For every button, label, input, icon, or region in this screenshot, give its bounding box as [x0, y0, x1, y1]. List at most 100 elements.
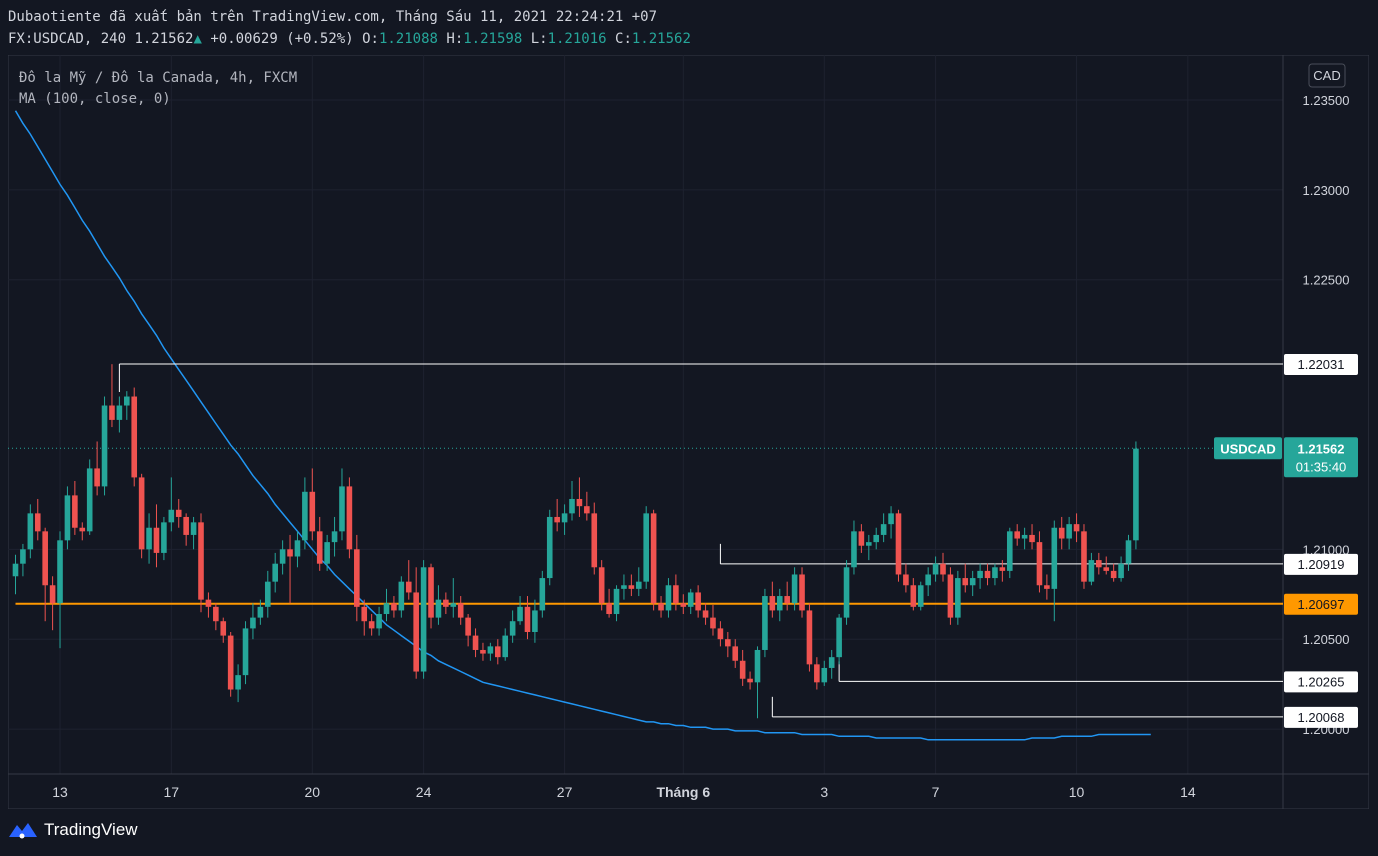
- candle: [79, 522, 86, 541]
- candle: [955, 570, 961, 625]
- candle-body: [339, 486, 345, 532]
- candle: [702, 603, 709, 625]
- candle-body: [895, 513, 902, 575]
- candle: [1133, 441, 1139, 550]
- candle: [190, 516, 197, 550]
- time-tick-label: 20: [305, 784, 321, 800]
- candle: [584, 491, 590, 521]
- candle: [495, 639, 501, 665]
- candle-body: [769, 596, 776, 611]
- candle-body: [1029, 534, 1035, 543]
- close-label: C:: [615, 31, 632, 47]
- candle: [279, 540, 286, 575]
- candle: [12, 554, 19, 595]
- candle: [1118, 556, 1124, 582]
- candle-body: [539, 578, 546, 611]
- candle: [843, 560, 850, 625]
- candle-body: [888, 513, 894, 525]
- level-price-badge: [1284, 671, 1358, 693]
- candle-body: [183, 516, 189, 535]
- candle: [680, 594, 687, 615]
- low-label: L:: [530, 31, 548, 47]
- candle-body: [1096, 560, 1102, 568]
- candle: [1096, 552, 1102, 575]
- candle-body: [383, 603, 390, 615]
- price-tick-label: 1.23500: [1303, 93, 1350, 108]
- candle-body: [673, 585, 679, 604]
- candle-body: [331, 531, 338, 543]
- candle: [205, 592, 212, 618]
- candle-body: [784, 596, 790, 604]
- candle: [302, 477, 308, 550]
- candle: [1081, 524, 1087, 589]
- candle: [168, 477, 175, 532]
- candle-body: [732, 646, 739, 661]
- candle: [546, 509, 553, 586]
- chart-frame[interactable]: 1.23500 1.23000 1.22500 1.21000 1.20500 1.200…: [7, 54, 1370, 810]
- candle-body: [658, 603, 664, 611]
- close-value: 1.21562: [631, 31, 691, 47]
- candle-body: [443, 599, 449, 607]
- candle-body: [1036, 542, 1043, 586]
- candle: [992, 563, 998, 586]
- candle: [658, 596, 664, 618]
- candle-body: [836, 617, 842, 658]
- candle: [450, 578, 457, 618]
- candle: [821, 660, 828, 686]
- candle: [791, 567, 798, 611]
- candle-body: [955, 578, 961, 618]
- candle: [1036, 531, 1043, 593]
- candle: [198, 513, 204, 613]
- candle: [57, 531, 63, 649]
- candle-body: [1066, 524, 1072, 539]
- candle: [72, 481, 78, 535]
- last-price-badge: [1284, 437, 1358, 478]
- candle: [962, 563, 969, 593]
- candle: [213, 603, 219, 631]
- candle-body: [650, 513, 657, 604]
- candle: [910, 578, 917, 611]
- candle-body: [205, 599, 212, 607]
- candle: [1051, 520, 1058, 622]
- candle-body: [606, 603, 612, 615]
- candle: [250, 603, 256, 640]
- candle: [435, 585, 442, 625]
- candle: [324, 534, 330, 571]
- candle: [917, 581, 924, 611]
- candle-body: [858, 531, 865, 546]
- candle: [576, 477, 583, 517]
- candle-body: [49, 585, 56, 604]
- candle: [94, 441, 100, 496]
- candle: [309, 468, 316, 541]
- candle: [1006, 527, 1013, 579]
- candle-body: [235, 675, 241, 690]
- candle: [316, 516, 323, 571]
- chart-legend: Đô la Mỹ / Đô la Canada, 4h, FXCM MA (10…: [19, 68, 297, 110]
- candle: [517, 596, 523, 625]
- candlestick-chart[interactable]: 1.23500 1.23000 1.22500 1.21000 1.20500 1.200…: [7, 54, 1370, 810]
- candle: [398, 576, 405, 618]
- candle: [1044, 574, 1050, 600]
- candle: [888, 506, 894, 539]
- candle: [561, 504, 568, 535]
- candle-body: [457, 603, 464, 618]
- currency-badge[interactable]: [1308, 63, 1346, 88]
- candle-body: [72, 495, 78, 528]
- candle-body: [710, 617, 716, 629]
- candle: [762, 588, 768, 658]
- candle: [27, 504, 34, 559]
- candle: [34, 498, 41, 541]
- candle: [1029, 524, 1035, 550]
- candle: [554, 498, 560, 532]
- candle-body: [94, 468, 100, 487]
- candle-body: [361, 606, 368, 622]
- footer-logo[interactable]: TradingView: [8, 820, 138, 840]
- candle-body: [1006, 531, 1013, 571]
- candle-body: [435, 599, 442, 618]
- candle: [1103, 556, 1110, 575]
- candle: [42, 527, 48, 622]
- candle: [413, 567, 419, 679]
- open-value: 1.21088: [378, 31, 438, 47]
- candle-body: [153, 527, 160, 553]
- candle-body: [828, 657, 835, 668]
